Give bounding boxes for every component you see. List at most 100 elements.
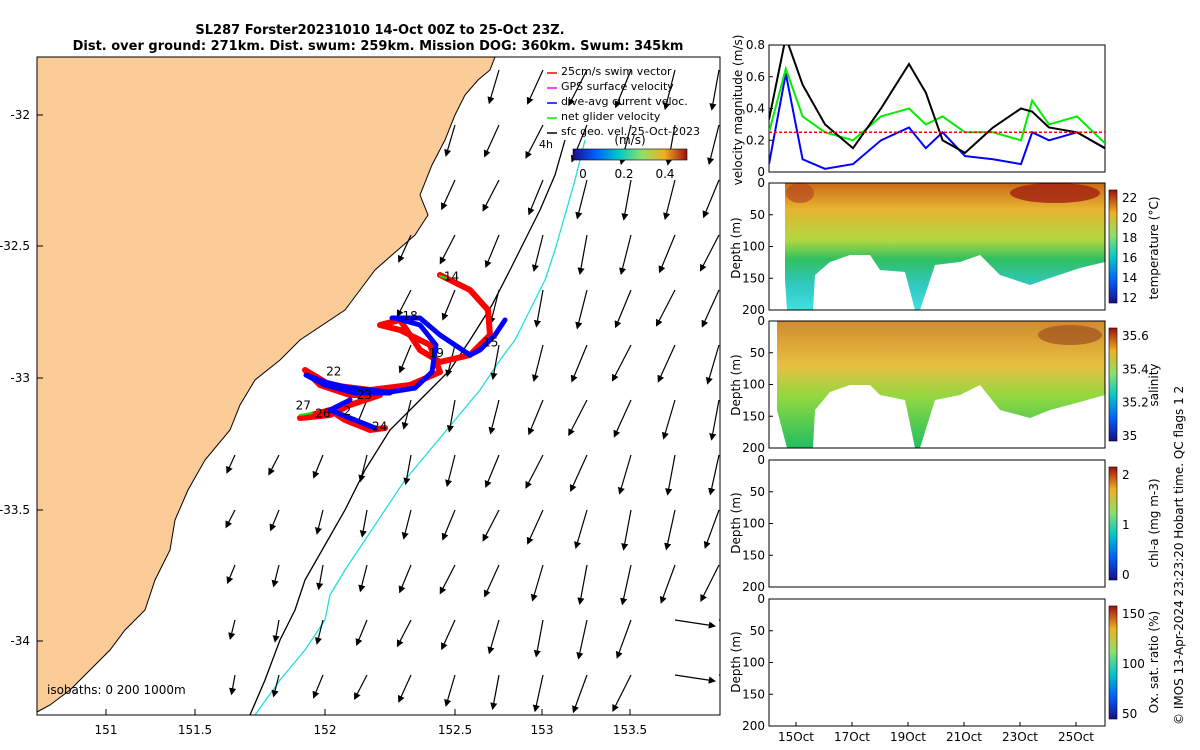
temperature-colorbar [1108, 189, 1118, 304]
quiver-arrow [531, 234, 544, 273]
day-label: 18 [402, 309, 417, 323]
temperature_panel-ytick-label: 50 [750, 208, 765, 222]
oxygen-ticks: 0 50 100 150 200 [742, 592, 773, 733]
temperature_panel-cbar-tick: 18 [1122, 231, 1137, 245]
speed-colorbar-title: (m/s) [614, 133, 645, 147]
chla-colorbar-ticks: 0 1 2 [1122, 468, 1130, 582]
quiver-arrow [440, 619, 456, 651]
temperature-colorbar-ticks: 12 14 16 18 20 22 [1122, 191, 1137, 305]
quiver-arrow [484, 454, 500, 488]
temperature_panel-cbar-tick: 16 [1122, 251, 1137, 265]
surface-velocity-quiver [225, 69, 720, 714]
quiver-arrow [703, 509, 720, 549]
chla-panel: 0 50 100 150 200 Depth (m) 0 1 2 chl-a (mg m-3… [729, 453, 1161, 594]
temperature_panel-ytick-label: 0 [757, 176, 765, 190]
temperature-warm-core-1 [786, 183, 814, 203]
quiver-arrow [570, 344, 588, 383]
temperature-warm-core-2 [1010, 183, 1100, 203]
copyright-note: © IMOS 13-Apr-2024 23:23:20 Hobart time.… [1172, 386, 1186, 725]
velocity-ytick-label: 0.8 [746, 38, 765, 52]
quiver-arrow [398, 344, 412, 374]
quiver-arrow [269, 509, 280, 532]
quiver-arrow [445, 454, 456, 488]
legend-gps: GPS surface velocity [561, 80, 674, 93]
quiver-arrow [621, 509, 632, 551]
quiver-arrow [358, 454, 368, 483]
land-mass [37, 57, 496, 713]
velocity-panel: 0 0.2 0.4 0.6 0.8 velocity magnitude (m/s) [731, 35, 1106, 186]
quiver-arrow [621, 179, 632, 221]
map-ytick-label: -33.5 [0, 503, 30, 517]
isobath-200m [249, 139, 566, 715]
quiver-arrow [709, 69, 720, 111]
day-label: 19 [429, 346, 444, 360]
quiver-arrow [226, 454, 236, 474]
temperature_panel-cbar-tick: 12 [1122, 291, 1137, 305]
quiver-arrow [490, 344, 500, 381]
day-label: 26 [315, 406, 330, 420]
quiver-arrow [271, 674, 280, 698]
quiver-arrow [226, 564, 236, 585]
quiver-arrow [403, 454, 412, 486]
swim-vector-track [297, 272, 493, 433]
salinity_panel-ytick-label: 0 [757, 314, 765, 328]
time-xtick-label: 21Oct [946, 730, 982, 744]
figure-title: SL287 Forster20231010 14-Oct 00Z to 25-O… [195, 23, 564, 38]
glider-track [297, 272, 508, 433]
chla_panel-ytick-label: 0 [757, 453, 765, 467]
isobath-label: isobaths: 0 200 1000m [47, 683, 186, 697]
oxygen_panel-ytick-label: 50 [750, 624, 765, 638]
quiver-arrow [525, 454, 544, 489]
quiver-arrow [228, 619, 236, 641]
salinity_panel-cbar-tick: 35.2 [1122, 396, 1149, 410]
quiver-arrow [444, 124, 456, 157]
map-ytick-label: -32 [10, 108, 30, 122]
quiver-arrow [574, 509, 588, 550]
speed-colorbar-tick-2: 0.4 [655, 167, 674, 181]
quiver-arrow [569, 454, 588, 493]
oxygen-panel: 0 50 100 150 200 Depth (m) 50 100 150 Ox. sat.… [729, 592, 1161, 744]
quiver-arrow [620, 564, 632, 606]
speed-colorbar-tick-0: 0 [579, 167, 587, 181]
map-legend: 25cm/s swim vector GPS surface velocity … [539, 65, 700, 181]
quiver-arrow [490, 674, 500, 711]
quiver-arrow [615, 619, 632, 659]
velocity-ytick-label: 0.4 [746, 102, 765, 116]
quiver-arrow [482, 509, 500, 542]
quiver-arrow [613, 399, 632, 438]
map-xtick-label: 151.5 [178, 723, 212, 737]
salinity-high-core [1038, 325, 1102, 345]
quiver-arrow [658, 234, 676, 274]
quiver-arrow [707, 124, 720, 166]
velocity-series-2 [769, 45, 1105, 155]
quiver-arrow [483, 124, 500, 158]
quiver-arrow [663, 179, 676, 221]
salinity_panel-cbar-tick: 35.4 [1122, 362, 1149, 376]
quiver-arrow [358, 564, 368, 593]
temperature-panel: 0 50 100 150 200 Depth (m) 12 14 16 18 20 22 temp… [729, 176, 1161, 317]
quiver-arrow [614, 289, 632, 329]
oxygen_panel-cbar-tick: 150 [1122, 607, 1145, 621]
velocity-lines [769, 45, 1105, 170]
quiver-arrow [533, 289, 544, 328]
velocity-series-0 [769, 73, 1105, 170]
temperature_panel-cbar-tick: 20 [1122, 211, 1137, 225]
quiver-arrow [225, 509, 236, 529]
quiver-arrow [440, 179, 456, 211]
quiver-arrow [614, 69, 632, 109]
temperature_panel-ytick-label: 100 [742, 240, 765, 254]
velocity-ylabel: velocity magnitude (m/s) [731, 35, 745, 186]
chla-cbar-label: chl-a (mg m-3) [1147, 478, 1161, 567]
quiver-arrow [527, 399, 544, 436]
legend-net: net glider velocity [561, 110, 661, 123]
quiver-arrow [314, 619, 324, 645]
oxygen-colorbar [1108, 605, 1118, 720]
quiver-arrow [576, 619, 588, 660]
legend-sfc: sfc geo. vel. 25-Oct-2023 [561, 125, 700, 138]
salinity_panel-cbar-tick: 35 [1122, 429, 1137, 443]
quiver-arrow [488, 289, 500, 325]
quiver-arrow [271, 564, 280, 588]
velocity-plot-area [768, 44, 1106, 173]
chla_panel-ytick-label: 100 [742, 517, 765, 531]
quiver-arrow [611, 344, 632, 382]
